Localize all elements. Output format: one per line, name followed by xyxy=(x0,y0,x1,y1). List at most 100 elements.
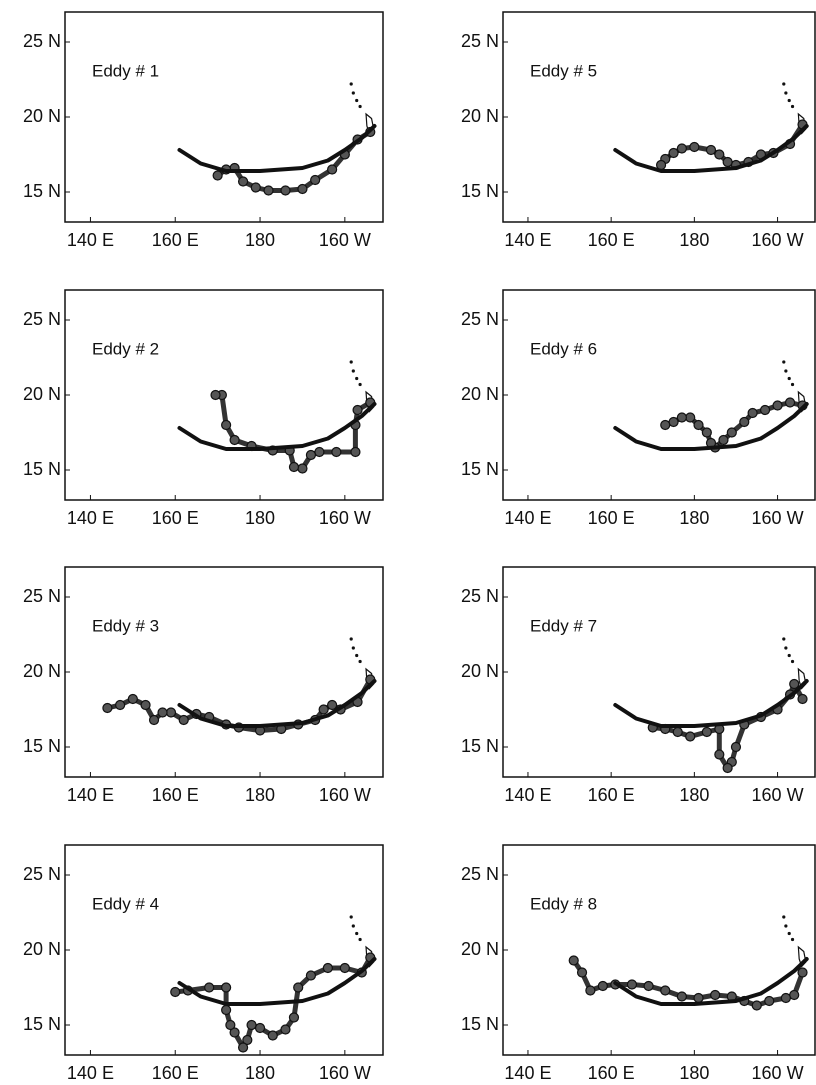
x-tick-label: 140 E xyxy=(67,1063,114,1083)
y-tick-label: 25 N xyxy=(23,586,61,606)
track-point xyxy=(327,164,338,175)
panel-title: Eddy # 4 xyxy=(92,894,159,913)
track-point xyxy=(585,985,596,996)
track-point xyxy=(772,400,783,411)
plot-frame xyxy=(64,11,384,223)
reference-track xyxy=(613,679,809,728)
x-tick-label: 180 xyxy=(245,230,275,250)
island xyxy=(358,937,362,942)
panel-title: Eddy # 5 xyxy=(530,61,597,80)
x-tick-label: 160 W xyxy=(752,230,804,250)
panel: 15 N 20 N 25 N 140 E 160 E 180 160 W Eddy # 4 xyxy=(23,844,384,1083)
plot-frame xyxy=(64,844,384,1056)
island xyxy=(784,924,788,928)
track-point xyxy=(751,1000,762,1011)
reference-track xyxy=(177,679,377,728)
island xyxy=(784,369,788,373)
panel-title: Eddy # 7 xyxy=(530,616,597,635)
track-point xyxy=(297,463,308,474)
track-point xyxy=(797,967,808,978)
track-point xyxy=(327,699,338,711)
track-point xyxy=(797,693,808,705)
reference-track xyxy=(613,957,809,1006)
plot-frame xyxy=(502,289,816,501)
plot-frame xyxy=(502,566,816,778)
track-point xyxy=(352,404,363,416)
plot-frame xyxy=(502,11,816,223)
eddy-track xyxy=(213,392,373,471)
panel-title: Eddy # 8 xyxy=(530,894,597,913)
panel: 15 N 20 N 25 N 140 E 160 E 180 160 W Eddy # 2 xyxy=(23,289,384,528)
reference-track xyxy=(613,402,809,451)
x-tick-label: 180 xyxy=(679,230,709,250)
track-point xyxy=(115,699,126,711)
track-point xyxy=(331,446,342,458)
track-point xyxy=(305,970,317,981)
track-point xyxy=(676,412,687,423)
x-tick-label: 160 E xyxy=(152,1063,199,1083)
island xyxy=(349,360,353,364)
panel-title: Eddy # 1 xyxy=(92,61,159,80)
track-point xyxy=(210,389,221,401)
island xyxy=(782,82,786,86)
island xyxy=(782,360,786,364)
track-point xyxy=(714,149,725,160)
track-point xyxy=(288,1012,300,1023)
track-point xyxy=(759,404,771,416)
y-tick-label: 25 N xyxy=(461,586,499,606)
x-tick-label: 140 E xyxy=(504,785,551,805)
x-tick-label: 160 E xyxy=(152,508,199,528)
y-tick-label: 20 N xyxy=(23,106,61,126)
track-point xyxy=(267,1030,278,1041)
x-tick-label: 160 W xyxy=(752,508,804,528)
island xyxy=(355,98,359,103)
island xyxy=(787,376,791,381)
island xyxy=(790,104,795,109)
y-tick-label: 20 N xyxy=(23,384,61,404)
y-tick-label: 20 N xyxy=(461,106,499,126)
x-tick-label: 160 E xyxy=(152,785,199,805)
y-tick-label: 15 N xyxy=(23,181,61,201)
x-tick-label: 140 E xyxy=(67,508,114,528)
track-point xyxy=(242,1034,253,1046)
x-tick-label: 140 E xyxy=(504,1063,551,1083)
track-point xyxy=(297,183,308,195)
y-tick-label: 25 N xyxy=(23,309,61,329)
plot-frame xyxy=(502,844,816,1056)
track-point xyxy=(127,693,138,705)
track-point xyxy=(318,704,329,715)
x-tick-label: 140 E xyxy=(504,230,551,250)
x-tick-label: 160 W xyxy=(319,508,371,528)
panel: 15 N 20 N 25 N 140 E 160 E 180 160 W Eddy # 8 xyxy=(461,844,816,1083)
x-tick-label: 180 xyxy=(679,508,709,528)
y-tick-label: 15 N xyxy=(461,181,499,201)
x-tick-label: 160 E xyxy=(152,230,199,250)
track-point xyxy=(293,982,304,993)
island xyxy=(790,937,795,942)
track-point xyxy=(322,962,333,974)
island xyxy=(790,382,795,387)
track-point xyxy=(225,1019,236,1031)
track-point xyxy=(254,1022,266,1034)
panel: 15 N 20 N 25 N 140 E 160 E 180 160 W Eddy # 6 xyxy=(461,289,816,528)
panel-title: Eddy # 6 xyxy=(530,339,597,358)
x-tick-label: 160 E xyxy=(588,785,635,805)
track-point xyxy=(246,1019,257,1031)
x-tick-label: 160 W xyxy=(319,785,371,805)
track-point xyxy=(626,979,638,990)
track-point xyxy=(718,434,729,446)
track-point xyxy=(714,749,725,760)
island xyxy=(355,653,359,658)
track-point xyxy=(672,726,683,738)
track-point xyxy=(643,980,654,992)
track-point xyxy=(784,397,796,408)
x-tick-label: 180 xyxy=(245,785,275,805)
y-tick-label: 20 N xyxy=(461,384,499,404)
island xyxy=(349,915,353,919)
y-tick-label: 25 N xyxy=(23,31,61,51)
x-tick-label: 160 W xyxy=(752,785,804,805)
reference-track xyxy=(177,402,377,451)
track-point xyxy=(693,992,704,1004)
track-point xyxy=(339,962,350,974)
x-tick-label: 180 xyxy=(679,1063,709,1083)
